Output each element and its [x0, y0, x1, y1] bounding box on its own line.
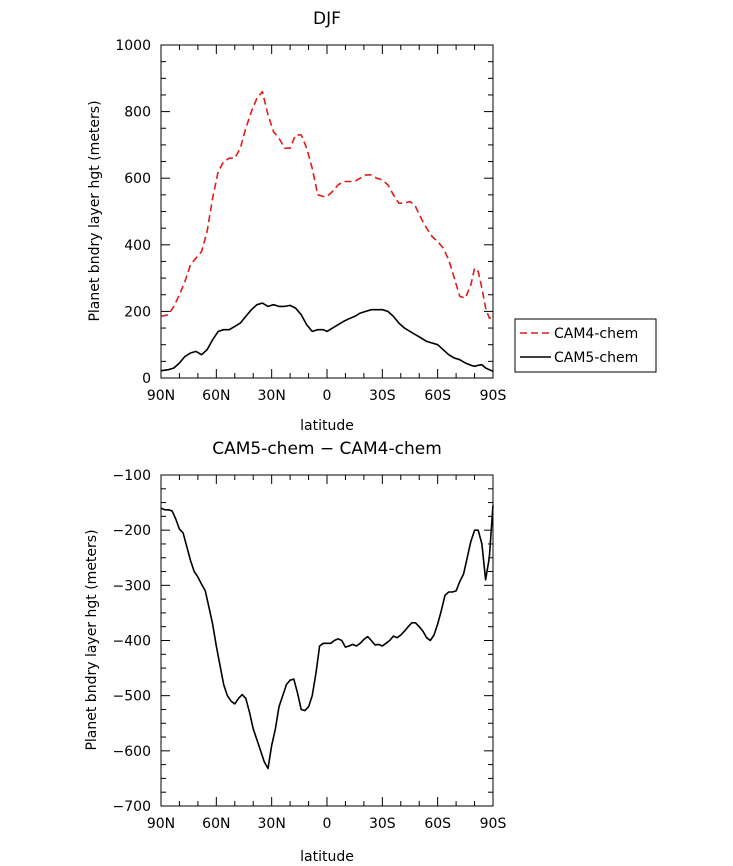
top-series-lines	[160, 90, 494, 373]
bottom-y-axis-label: Planet bndry layer hgt (meters)	[84, 529, 100, 750]
y-tick-label: 800	[124, 105, 151, 121]
x-tick-label: 0	[323, 388, 332, 404]
top-chart-title: DJF	[313, 9, 341, 29]
top-x-axis-label: latitude	[300, 418, 354, 434]
x-tick-label: 90N	[147, 816, 175, 832]
top-plot-frame	[160, 44, 494, 379]
y-tick-label: −200	[113, 523, 151, 539]
top-y-axis-label: Planet bndry layer hgt (meters)	[87, 100, 103, 321]
y-tick-label: 400	[124, 238, 151, 254]
y-tick-label: −400	[113, 634, 151, 650]
x-tick-label: 60N	[202, 816, 230, 832]
series-line-cam5-chem-cam4-chem	[160, 505, 494, 770]
x-tick-label: 30S	[369, 816, 396, 832]
y-tick-label: 1000	[115, 38, 151, 54]
x-tick-label: 30S	[369, 388, 396, 404]
top-ticks: 90N 60N 30N 0 30S 60S 90S 0 200 400 600 800 1000	[115, 38, 506, 404]
legend-label-cam5-chem: CAM5-chem	[554, 350, 638, 366]
legend: CAM4-chem CAM5-chem	[514, 318, 657, 373]
x-tick-label: 30N	[258, 388, 286, 404]
y-tick-label: −100	[113, 468, 151, 484]
x-tick-label: 90S	[480, 388, 507, 404]
x-tick-label: 90N	[147, 388, 175, 404]
x-tick-label: 0	[323, 816, 332, 832]
legend-label-cam4-chem: CAM4-chem	[554, 326, 638, 342]
x-tick-label: 90S	[480, 816, 507, 832]
x-tick-label: 30N	[258, 816, 286, 832]
bottom-series-lines	[160, 505, 494, 770]
y-tick-label: 0	[142, 371, 151, 387]
bottom-plot-frame	[160, 474, 494, 807]
bottom-chart-title: CAM5-chem − CAM4-chem	[212, 439, 442, 459]
x-tick-label: 60S	[424, 816, 451, 832]
bottom-ticks: 90N 60N 30N 0 30S 60S 90S −700 −600 −500 −400 −300 −…	[113, 468, 507, 832]
x-tick-label: 60S	[424, 388, 451, 404]
bottom-chart: CAM5-chem − CAM4-chem 90N 60N 30N 0 30S 60S 90…	[84, 439, 506, 865]
series-line-cam5-chem	[160, 302, 494, 373]
top-chart: DJF 90N 60N 30N 0 30S 60S 90S 0 200 400 600 800 1000…	[87, 9, 506, 434]
y-tick-label: 600	[124, 171, 151, 187]
y-tick-label: −700	[113, 799, 151, 815]
y-tick-label: −300	[113, 578, 151, 594]
x-tick-label: 60N	[202, 388, 230, 404]
y-tick-label: −600	[113, 744, 151, 760]
legend-box	[514, 318, 657, 373]
series-line-cam4-chem	[160, 90, 493, 319]
y-tick-label: −500	[113, 689, 151, 705]
y-tick-label: 200	[124, 304, 151, 320]
bottom-x-axis-label: latitude	[300, 849, 354, 865]
